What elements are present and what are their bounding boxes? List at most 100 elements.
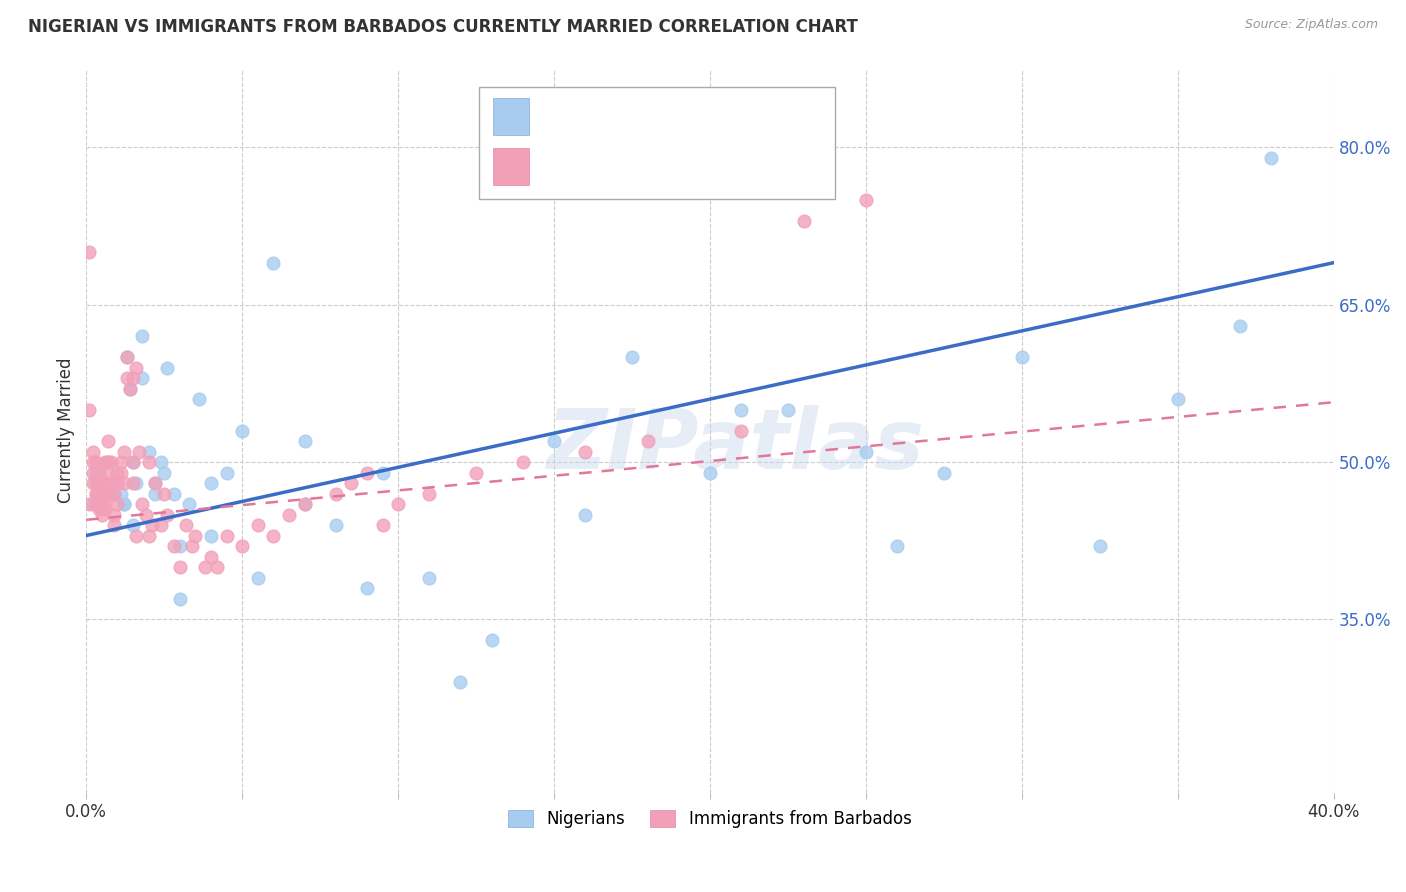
Point (125, 528, 148, 542)
Point (112, 476, 135, 491)
Point (97, 486, 120, 500)
Point (84, 476, 107, 491)
Point (387, 497, 409, 511)
Point (79, 497, 101, 511)
Point (153, 486, 176, 500)
Point (169, 560, 191, 574)
Point (574, 508, 596, 522)
Point (418, 486, 440, 500)
Point (200, 549, 222, 564)
Point (574, 444, 596, 458)
Point (125, 360, 148, 375)
Point (138, 455, 160, 469)
Point (100, 486, 122, 500)
Point (87, 502, 110, 516)
Point (112, 497, 135, 511)
Point (792, 213, 814, 227)
Point (294, 434, 316, 448)
Point (115, 350, 138, 364)
Point (82, 466, 104, 480)
Point (194, 560, 217, 574)
Point (143, 476, 166, 491)
Point (94, 497, 117, 511)
Point (637, 434, 659, 448)
Point (886, 539, 908, 553)
Point (122, 371, 145, 385)
Point (107, 476, 129, 491)
Point (107, 497, 129, 511)
Point (143, 476, 166, 491)
Point (131, 371, 153, 385)
Point (94, 502, 117, 516)
Point (855, 193, 877, 207)
Point (512, 455, 534, 469)
Point (169, 591, 191, 606)
Point (84, 466, 107, 480)
Point (150, 455, 173, 469)
Point (107, 476, 129, 491)
Point (231, 539, 253, 553)
Point (115, 371, 138, 385)
Point (162, 486, 184, 500)
Point (122, 455, 145, 469)
Point (371, 466, 394, 480)
Point (200, 476, 222, 491)
Point (94, 486, 117, 500)
Point (325, 486, 347, 500)
Point (156, 508, 179, 522)
Point (215, 528, 238, 542)
Point (87, 476, 110, 491)
Point (125, 476, 148, 491)
Point (87, 476, 110, 491)
Legend: Nigerians, Immigrants from Barbados: Nigerians, Immigrants from Barbados (502, 804, 918, 835)
Point (340, 476, 363, 491)
Point (87, 466, 110, 480)
Point (90, 497, 112, 511)
Y-axis label: Currently Married: Currently Married (58, 358, 75, 503)
Point (100, 455, 122, 469)
Point (143, 486, 166, 500)
Text: Source: ZipAtlas.com: Source: ZipAtlas.com (1244, 18, 1378, 31)
Point (90, 508, 112, 522)
Point (231, 424, 253, 438)
Point (90, 497, 112, 511)
Point (82, 455, 104, 469)
Point (84, 486, 107, 500)
Point (246, 518, 269, 533)
Point (122, 518, 145, 533)
Point (118, 382, 141, 396)
Point (110, 466, 132, 480)
Point (481, 633, 503, 648)
Point (90, 486, 112, 500)
Point (97, 466, 120, 480)
Point (84, 497, 107, 511)
Point (174, 518, 197, 533)
Point (621, 350, 644, 364)
Point (103, 518, 125, 533)
Point (103, 486, 125, 500)
Point (262, 528, 284, 542)
Point (135, 508, 157, 522)
Point (100, 476, 122, 491)
Point (141, 518, 163, 533)
Point (138, 444, 160, 458)
Point (325, 518, 347, 533)
Point (84, 486, 107, 500)
Point (1229, 318, 1251, 333)
Point (450, 675, 472, 690)
Point (699, 466, 721, 480)
Point (181, 539, 204, 553)
Point (246, 570, 269, 584)
Point (730, 402, 752, 417)
Point (730, 424, 752, 438)
Point (103, 508, 125, 522)
Point (1260, 151, 1282, 165)
Point (82, 444, 104, 458)
Point (418, 570, 440, 584)
Point (97, 455, 120, 469)
Point (115, 350, 138, 364)
Point (1011, 350, 1033, 364)
Point (122, 455, 145, 469)
Point (128, 444, 150, 458)
Point (79, 402, 101, 417)
